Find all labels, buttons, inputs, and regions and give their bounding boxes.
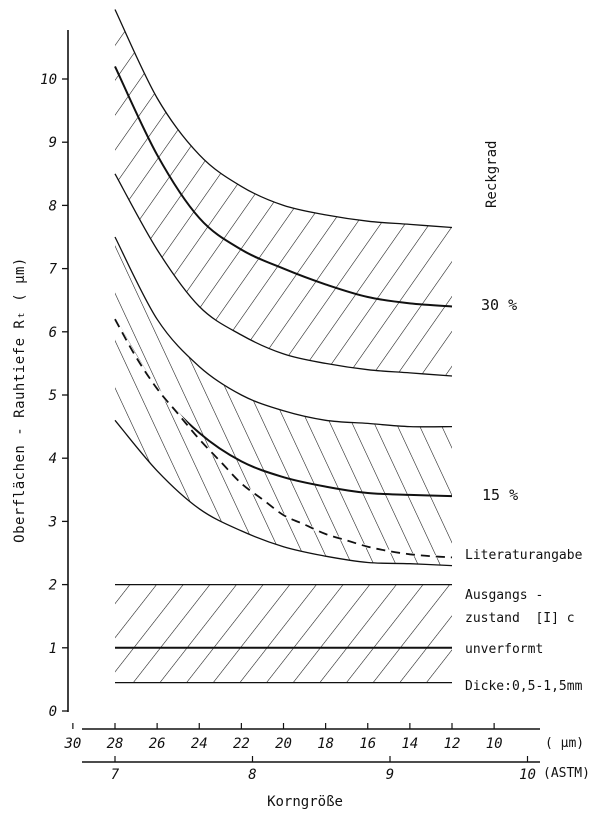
- x-tick-um-label: 24: [191, 736, 208, 752]
- series-layer: [113, 318, 453, 559]
- x-tick-um-label: 18: [317, 736, 334, 752]
- y-tick-label: 10: [40, 72, 57, 88]
- label-15-percent: 15 %: [482, 486, 518, 504]
- x-tick-um-label: 26: [149, 736, 166, 752]
- band-0-center: [114, 65, 453, 308]
- label-literaturangabe: Literaturangabe: [465, 548, 583, 563]
- label-ausgangs: Ausgangs -: [465, 588, 543, 603]
- band-1-fill: [115, 237, 452, 566]
- y-tick-label: 6: [49, 325, 57, 341]
- x-tick-um-label: 14: [401, 736, 418, 752]
- x-tick-um-label: 30: [63, 736, 81, 752]
- series-0-line: [114, 318, 453, 559]
- x-tick-um-label: 22: [233, 736, 250, 752]
- x-axis-astm: 7 8 9 10 (ASTM): [82, 756, 590, 783]
- band-0: [114, 9, 453, 377]
- y-tick-label: 8: [49, 198, 57, 214]
- y-axis: 0 1 2 3 4 5 6 7 8 9 10: [40, 30, 69, 720]
- x-axis-um: 30 28 26 24 22 20 18 16 14 12 10 ( µm): [63, 723, 584, 752]
- label-unverformt: unverformt: [465, 642, 543, 657]
- x-tick-um-label: 16: [359, 736, 376, 752]
- y-ticks: 0 1 2 3 4 5 6 7 8 9 10: [40, 72, 68, 720]
- y-axis-label: Oberflächen - Rauhtiefe Rₜ ( µm): [12, 257, 28, 543]
- x-tick-astm-label: 10: [519, 767, 536, 783]
- x-axis-um-unit: ( µm): [545, 736, 584, 751]
- band-1-upper: [114, 236, 453, 428]
- label-30-percent: 30 %: [481, 296, 517, 314]
- x-tick-astm-label: 9: [386, 767, 394, 783]
- x-tick-astm-label: 7: [111, 767, 120, 783]
- legend-title-reckgrad: Reckgrad: [484, 141, 500, 208]
- y-tick-label: 4: [49, 451, 57, 467]
- y-tick-label: 9: [49, 135, 57, 151]
- x-axis-label: Korngröße: [267, 794, 343, 810]
- band-0-lower: [114, 173, 453, 377]
- band-0-upper: [114, 9, 453, 229]
- band-2: [115, 583, 452, 684]
- band-2-fill: [115, 584, 452, 683]
- y-tick-label: 7: [49, 262, 58, 278]
- x-tick-astm-label: 8: [248, 767, 256, 783]
- y-tick-label: 1: [49, 641, 57, 657]
- y-tick-label: 5: [49, 388, 57, 404]
- x-axis-astm-unit: (ASTM): [543, 766, 590, 781]
- x-tick-um-label: 20: [275, 736, 292, 752]
- y-tick-label: 2: [49, 578, 57, 594]
- x-tick-um-label: 12: [444, 736, 461, 752]
- bands-layer: [114, 9, 453, 684]
- x-tick-um-label: 28: [107, 736, 124, 752]
- band-1-lower: [114, 419, 453, 567]
- band-0-fill: [115, 9, 452, 376]
- y-tick-label: 3: [48, 514, 57, 530]
- y-tick-label: 0: [49, 704, 57, 720]
- label-zustand: zustand [I] c: [465, 611, 575, 626]
- x-ticks-um: 30 28 26 24 22 20 18 16 14 12 10: [63, 723, 503, 752]
- x-tick-um-label: 10: [486, 736, 503, 752]
- label-dicke: Dicke:0,5-1,5mm: [465, 679, 583, 694]
- x-ticks-astm: 7 8 9 10: [111, 756, 536, 783]
